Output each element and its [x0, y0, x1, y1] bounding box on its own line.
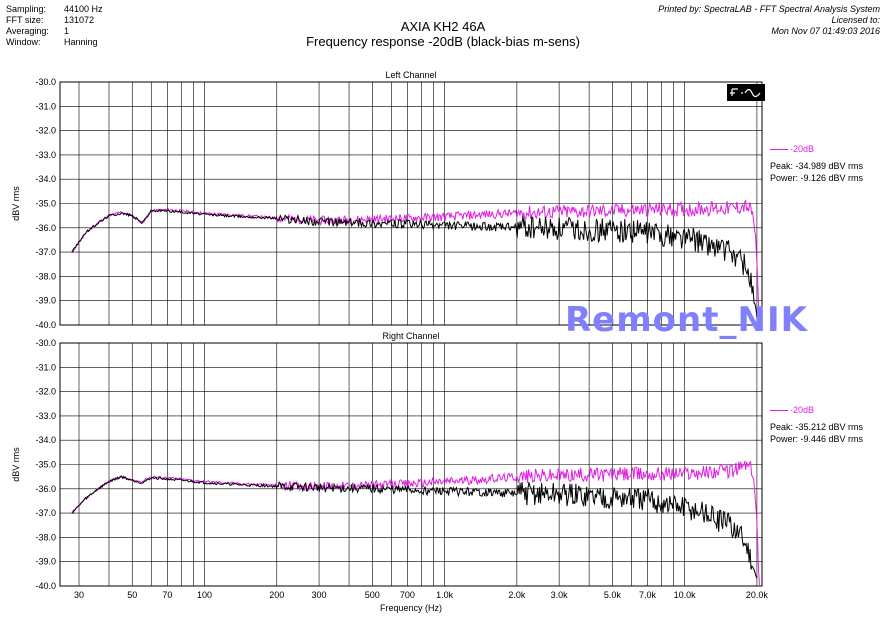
y-tick-label: -32.0: [35, 387, 56, 397]
x-tick-label: 300: [312, 590, 327, 600]
setting-label: FFT size:: [6, 15, 44, 25]
y-tick-label: -34.0: [35, 174, 56, 184]
licensed-to-text: Licensed to:: [831, 15, 880, 25]
setting-value: 1: [64, 26, 70, 36]
y-tick-label: -31.0: [35, 362, 56, 372]
y-tick-label: -32.0: [35, 126, 56, 136]
x-tick-label: 30: [74, 590, 84, 600]
legend-peak: Peak: -35.212 dBV rms: [770, 422, 864, 432]
x-tick-label: 10.0k: [674, 590, 697, 600]
y-tick-label: -30.0: [35, 338, 56, 348]
y-tick-label: -34.0: [35, 435, 56, 445]
setting-value: Hanning: [64, 37, 98, 47]
y-tick-label: -31.0: [35, 101, 56, 111]
x-tick-label: 50: [127, 590, 137, 600]
panel-title: Right Channel: [382, 331, 439, 341]
chart-subtitle: Frequency response -20dB (black-bias m-s…: [306, 34, 580, 49]
series-line-black: [71, 208, 758, 318]
x-axis-label: Frequency (Hz): [380, 603, 442, 613]
x-tick-label: 20.0k: [746, 590, 769, 600]
y-tick-label: -36.0: [35, 223, 56, 233]
legend-series-name: -20dB: [790, 405, 815, 415]
spectrum-analyzer-glyph: [730, 88, 761, 98]
chart-title: AXIA KH2 46A: [400, 19, 486, 34]
legend-swatch: [770, 148, 788, 150]
y-tick-label: -36.0: [35, 484, 56, 494]
y-tick-label: -39.0: [35, 557, 56, 567]
y-tick-label: -33.0: [35, 150, 56, 160]
legend-right: -20dB Peak: -35.212 dBV rms Power: -9.44…: [770, 405, 863, 444]
y-tick-label: -37.0: [35, 247, 56, 257]
timestamp-text: Mon Nov 07 01:49:03 2016: [771, 26, 880, 36]
setting-label: Sampling:: [6, 4, 47, 14]
printed-by-text: Printed by: SpectraLAB - FFT Spectral An…: [658, 4, 880, 14]
x-tick-label: 70: [162, 590, 172, 600]
y-tick-label: -35.0: [35, 199, 56, 209]
setting-value: 131072: [64, 15, 95, 25]
legend-peak: Peak: -34.989 dBV rms: [770, 161, 864, 171]
series-line-magenta: [71, 199, 760, 317]
x-tick-label: 5.0k: [604, 590, 622, 600]
panel-title: Left Channel: [385, 70, 436, 80]
x-tick-label: 200: [269, 590, 284, 600]
legend-series-name: -20dB: [790, 144, 815, 154]
y-axis-label: dBV rms: [11, 186, 21, 221]
x-tick-label: 7.0k: [639, 590, 657, 600]
legend-power: Power: -9.126 dBV rms: [770, 173, 864, 183]
y-tick-label: -33.0: [35, 411, 56, 421]
y-tick-label: -37.0: [35, 508, 56, 518]
y-tick-label: -39.0: [35, 296, 56, 306]
legend-left: -20dB Peak: -34.989 dBV rms Power: -9.12…: [770, 144, 863, 183]
spectrum-analyzer-icon[interactable]: [727, 84, 765, 101]
watermark-text: Remont_NIK: [565, 300, 808, 340]
y-tick-label: -40.0: [35, 581, 56, 591]
series-line-black: [71, 475, 758, 579]
y-tick-label: -35.0: [35, 460, 56, 470]
setting-label: Averaging:: [6, 26, 49, 36]
y-tick-label: -40.0: [35, 320, 56, 330]
y-tick-label: -30.0: [35, 77, 56, 87]
settings-values: 44100 Hz 131072 1 Hanning: [64, 4, 103, 48]
x-tick-label: 3.0k: [551, 590, 569, 600]
x-tick-label: 2.0k: [508, 590, 526, 600]
settings-labels: Sampling: FFT size: Averaging: Window:: [6, 4, 49, 48]
setting-value: 44100 Hz: [64, 4, 103, 14]
legend-swatch: [770, 409, 788, 411]
x-tick-label: 100: [197, 590, 212, 600]
printed-by: Printed by: SpectraLAB - FFT Spectral An…: [658, 4, 880, 37]
y-tick-label: -38.0: [35, 271, 56, 281]
y-axis-label: dBV rms: [11, 447, 21, 482]
legend-power: Power: -9.446 dBV rms: [770, 434, 864, 444]
x-tick-label: 1.0k: [436, 590, 454, 600]
x-tick-label: 700: [400, 590, 415, 600]
setting-label: Window:: [6, 37, 41, 47]
x-tick-label: 500: [365, 590, 380, 600]
y-tick-label: -38.0: [35, 532, 56, 542]
